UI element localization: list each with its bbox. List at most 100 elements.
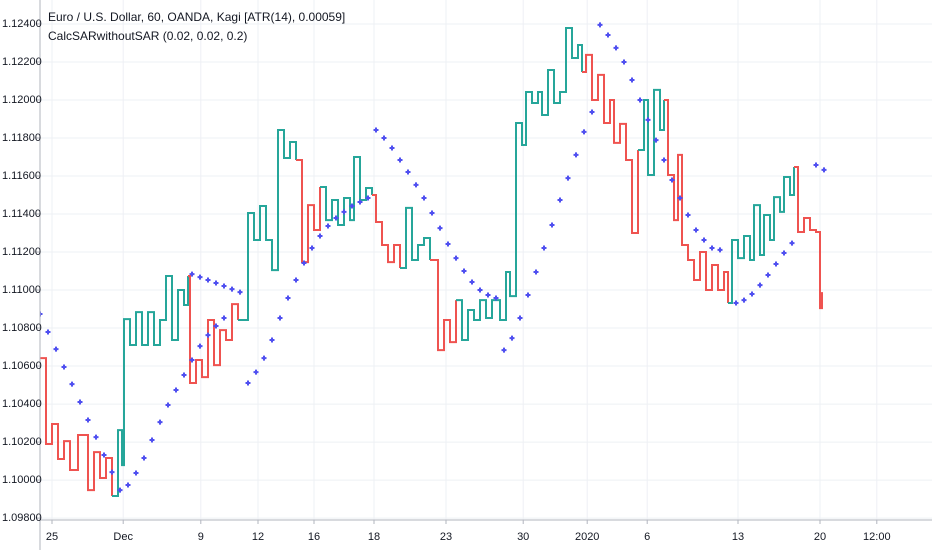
sar-point xyxy=(325,223,331,229)
sar-point xyxy=(733,300,739,306)
y-tick-label: 1.09800 xyxy=(2,512,42,524)
sar-point xyxy=(293,277,299,283)
kagi-line xyxy=(794,166,823,310)
sar-point xyxy=(693,227,699,233)
sar-point xyxy=(149,437,155,443)
sar-point xyxy=(573,152,579,158)
x-tick-label: 20 xyxy=(814,531,826,543)
sar-point xyxy=(437,225,443,231)
sar-point xyxy=(53,346,59,352)
sar-point xyxy=(213,323,219,329)
sar-point xyxy=(709,245,715,251)
x-tick-label: Dec xyxy=(113,531,133,543)
sar-point xyxy=(301,260,307,266)
sar-point xyxy=(581,129,587,135)
kagi-line xyxy=(400,206,431,269)
sar-point xyxy=(181,372,187,378)
sar-point xyxy=(173,387,179,393)
sar-point xyxy=(541,245,547,251)
y-tick-label: 1.11200 xyxy=(2,246,41,258)
sar-point xyxy=(453,255,459,261)
x-tick-label: 12:00 xyxy=(863,531,891,543)
sar-point xyxy=(525,292,531,298)
sar-point xyxy=(365,195,371,201)
sar-point xyxy=(205,277,211,283)
sar-point xyxy=(197,274,203,280)
sar-point xyxy=(765,272,771,278)
sar-point xyxy=(621,59,627,65)
sar-point xyxy=(533,269,539,275)
sar-point xyxy=(773,261,779,267)
sar-point xyxy=(629,77,635,83)
kagi-line xyxy=(456,26,583,342)
y-tick-label: 1.10200 xyxy=(2,436,42,448)
sar-point xyxy=(757,282,763,288)
x-tick-label: 16 xyxy=(308,531,320,543)
sar-point xyxy=(141,455,147,461)
sar-point xyxy=(597,22,603,28)
sar-point xyxy=(349,203,355,209)
sar-point xyxy=(605,32,611,38)
y-tick-label: 1.11400 xyxy=(2,208,41,220)
sar-point xyxy=(637,97,643,103)
sar-point xyxy=(157,419,163,425)
sar-point xyxy=(781,250,787,256)
sar-point xyxy=(85,417,91,423)
x-tick-label: 2020 xyxy=(575,531,599,543)
x-tick-label: 9 xyxy=(198,531,204,543)
sar-point xyxy=(661,157,667,163)
axes: 1.09800 1.10000 1.10200 1.10400 1.10600 1.108… xyxy=(2,18,891,543)
kagi-line xyxy=(728,167,795,304)
sar-point xyxy=(93,434,99,440)
sar-point xyxy=(405,169,411,175)
kagi-line xyxy=(372,194,401,268)
sar-point xyxy=(653,137,659,143)
y-tick-label: 1.11600 xyxy=(2,170,41,182)
sar-point xyxy=(557,197,563,203)
sar-point xyxy=(493,295,499,301)
sar-point xyxy=(101,452,107,458)
sar-point xyxy=(549,222,555,228)
sar-point xyxy=(589,109,595,115)
sar-point xyxy=(221,315,227,321)
sar-point xyxy=(205,332,211,338)
sar-point xyxy=(413,182,419,188)
y-tick-label: 1.10800 xyxy=(2,322,42,334)
sar-point xyxy=(517,315,523,321)
kagi-line xyxy=(582,53,639,235)
x-tick-label: 25 xyxy=(46,531,58,543)
sar-point xyxy=(45,329,51,335)
kagi-line xyxy=(320,155,373,227)
sar-point xyxy=(717,247,723,253)
sar-point xyxy=(565,175,571,181)
sar-point xyxy=(213,280,219,286)
sar-point xyxy=(677,195,683,201)
kagi-line xyxy=(638,88,665,177)
kagi-line xyxy=(238,129,297,322)
y-tick-label: 1.11000 xyxy=(2,284,41,296)
sar-point xyxy=(685,212,691,218)
sar-point xyxy=(357,199,363,205)
sar-point xyxy=(69,381,75,387)
x-tick-label: 12 xyxy=(252,531,264,543)
sar-point xyxy=(125,482,131,488)
sar-point xyxy=(509,335,515,341)
sar-point xyxy=(165,402,171,408)
x-tick-label: 23 xyxy=(440,531,452,543)
sar-point xyxy=(133,470,139,476)
y-tick-label: 1.10000 xyxy=(2,474,42,486)
sar-point xyxy=(61,364,67,370)
sar-point xyxy=(277,315,283,321)
kagi-line xyxy=(112,274,189,498)
sar-point xyxy=(613,45,619,51)
y-tick-label: 1.10400 xyxy=(2,398,42,410)
sar-point xyxy=(749,291,755,297)
sar-point xyxy=(245,380,251,386)
sar-point xyxy=(645,117,651,123)
grid xyxy=(40,0,932,520)
sar-point xyxy=(445,241,451,247)
sar-point xyxy=(253,369,259,375)
